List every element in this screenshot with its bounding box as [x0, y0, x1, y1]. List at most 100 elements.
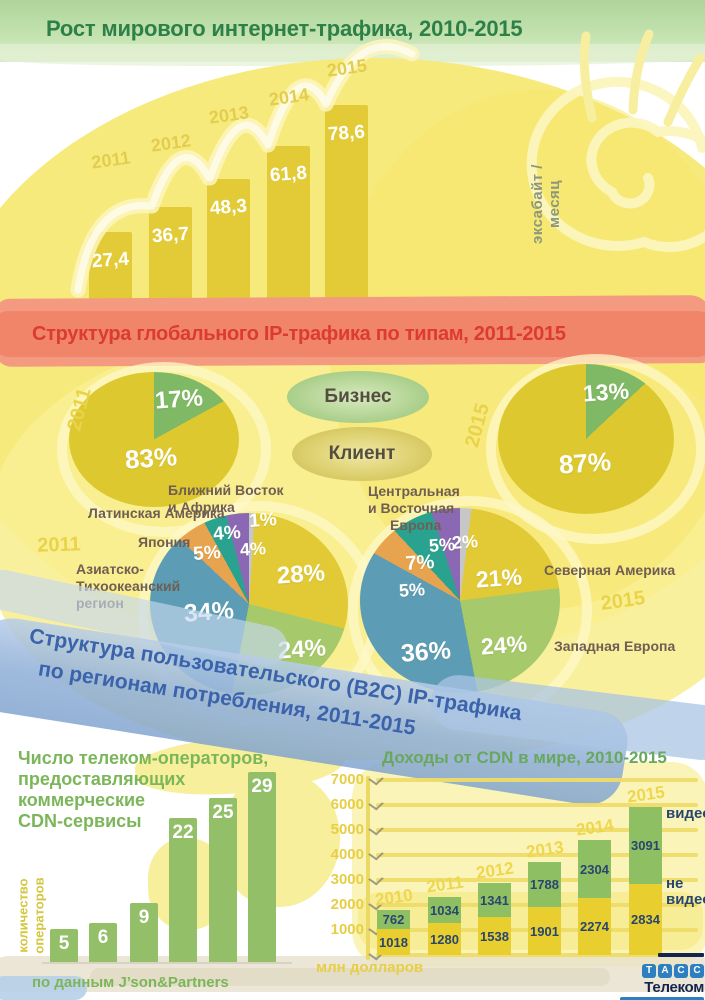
operators-bar-3: 9 — [130, 903, 158, 962]
pie-reg-2011-cee-pct: 4% — [239, 538, 267, 560]
traffic-bar-2012: 36,7 — [149, 207, 192, 312]
logo-tass-letter-3: С — [674, 964, 688, 978]
operators-bar-5: 25 — [209, 798, 237, 962]
cdn-unit-label: млн долларов — [316, 959, 424, 976]
cdn-bar-2010: 762 1018 — [377, 910, 410, 955]
cdn-2012-video-segment: 1341 — [478, 883, 511, 917]
beige-bottom-streak-2 — [90, 968, 610, 986]
cdn-bar-2011: 1034 1280 — [428, 897, 461, 955]
operators-baseline — [42, 962, 292, 964]
cdn-2015-nonvideo-segment: 2834 — [629, 884, 662, 955]
operators-value-3: 9 — [138, 907, 150, 928]
pie-reg-2011-mea-pct: 1% — [248, 509, 278, 532]
section4-title-line1: Число телеком-операторов, — [18, 748, 269, 768]
cdn-2010-nonvideo-segment: 1018 — [377, 929, 410, 955]
pie-halo-types-2015 — [486, 354, 705, 544]
cdn-y-axis — [366, 776, 370, 960]
cdn-2015-nonvideo-value: 2834 — [631, 912, 660, 927]
ytick-6000: 6000 — [330, 796, 364, 813]
cdn-legend-video: видео — [666, 805, 705, 822]
traffic-bar-2013: 48,3 — [207, 179, 250, 312]
cdn-2010-video-value: 762 — [382, 912, 405, 927]
pie2015-client-pct: 87% — [557, 446, 612, 480]
section5-title: Доходы от CDN в мире, 2010-2015 — [382, 748, 667, 767]
cdn-2013-video-segment: 1788 — [528, 862, 561, 907]
section4-title-line3: коммерческие — [18, 790, 146, 810]
logo-bottom-strip — [620, 997, 704, 1000]
operators-axis-label-line1: количество — [15, 878, 31, 953]
section2-title: Структура глобального IP-трафика по типа… — [32, 323, 566, 345]
cdn-bar-2013: 1788 1901 — [528, 862, 561, 955]
pie-regions-2015 — [360, 508, 560, 693]
traffic-unit-label: эксабайт /месяц — [529, 164, 563, 244]
pie-traffic-types-2015 — [498, 364, 674, 514]
operators-bar-4: 22 — [169, 818, 197, 962]
cdn-2012-nonvideo-segment: 1538 — [478, 917, 511, 955]
logo-tass-letter-1: Т — [642, 964, 656, 978]
pie-halo-types-2011 — [57, 362, 271, 537]
red-watercolor-band-inner — [0, 311, 705, 357]
label-apac-line1: Азиатско- — [76, 561, 144, 577]
legend-business-label: Бизнес — [324, 386, 392, 407]
label-cee-line1: Центральная — [368, 483, 460, 499]
operators-bar-1: 5 — [50, 929, 78, 962]
pie-reg-2011-year: 2011 — [36, 533, 82, 557]
gridline-6000 — [376, 803, 698, 807]
label-north-america: Северная Америка — [544, 562, 676, 578]
cdn-2014-video-segment: 2304 — [578, 840, 611, 898]
cdn-2011-nonvideo-value: 1280 — [430, 931, 459, 947]
pie-reg-2015-na-pct: 21% — [475, 563, 523, 593]
pie-reg-2011-na-pct: 28% — [276, 559, 326, 590]
pie-reg-2015-we-pct: 24% — [480, 630, 528, 660]
operators-value-6: 29 — [251, 776, 273, 797]
pie-traffic-types-2011 — [69, 372, 239, 507]
cdn-bar-2014: 2304 2274 — [578, 840, 611, 955]
tass-telecom-logo: Т А С С Телеком — [620, 946, 704, 1000]
legend-client-label: Клиент — [328, 443, 396, 464]
cdn-legend-nonvideo: не видео — [666, 875, 705, 908]
section4-title-line2: предоставляющих — [18, 769, 186, 789]
label-latin-america: Латинская Америка — [88, 505, 225, 521]
logo-telecom-text: Телеком — [644, 979, 704, 996]
gridline-7000 — [376, 778, 698, 782]
cdn-2011-nonvideo-segment: 1280 — [428, 923, 461, 955]
ytick-1000: 1000 — [330, 921, 364, 938]
pie2011-client-pct: 83% — [123, 441, 178, 475]
operators-value-1: 5 — [58, 933, 70, 954]
cdn-2015-video-value: 3091 — [631, 838, 660, 853]
label-western-europe: Западная Европа — [554, 638, 676, 654]
cdn-2011-video-segment: 1034 — [428, 897, 461, 923]
ytick-4000: 4000 — [330, 846, 364, 863]
legend-client: Клиент — [292, 427, 432, 481]
operators-value-4: 22 — [172, 822, 194, 843]
cdn-2013-nonvideo-segment: 1901 — [528, 907, 561, 955]
operators-source: по данным J’son&Partners — [32, 974, 229, 991]
cdn-2012-video-value: 1341 — [480, 892, 509, 908]
pie-reg-2015-apac-pct: 36% — [400, 636, 452, 668]
gridline-4000 — [376, 853, 698, 857]
cdn-2014-video-value: 2304 — [580, 861, 609, 877]
section4-title: Число телеком-операторов, предоставляющи… — [18, 748, 268, 832]
pie-reg-2015-japan-pct: 5% — [398, 579, 426, 601]
pie2011-business-pct: 17% — [154, 384, 204, 415]
sun-spiral-decoration — [526, 29, 705, 253]
cdn-2012-nonvideo-value: 1538 — [480, 928, 509, 944]
ytick-7000: 7000 — [330, 771, 364, 788]
cdn-2014-nonvideo-value: 2274 — [580, 919, 609, 934]
gridline-5000 — [376, 828, 698, 832]
ytick-5000: 5000 — [330, 821, 364, 838]
ytick-3000: 3000 — [330, 871, 364, 888]
cdn-2010-video-segment: 762 — [377, 910, 410, 929]
arches-decoration — [70, 39, 420, 298]
traffic-bar-2015: 78,6 — [325, 105, 368, 312]
cdn-2015-video-segment: 3091 — [629, 807, 662, 884]
label-cee-line3: Европа — [390, 517, 442, 533]
cdn-bar-2012: 1341 1538 — [478, 883, 511, 955]
operators-axis-label-line2: операторов — [31, 877, 47, 954]
operators-bar-2: 6 — [89, 923, 117, 962]
pie2015-business-pct: 13% — [582, 377, 630, 407]
section1-title: Рост мирового интернет-трафика, 2010-201… — [46, 16, 523, 41]
logo-tass-letter-2: А — [658, 964, 672, 978]
cdn-2011-video-value: 1034 — [430, 902, 459, 918]
